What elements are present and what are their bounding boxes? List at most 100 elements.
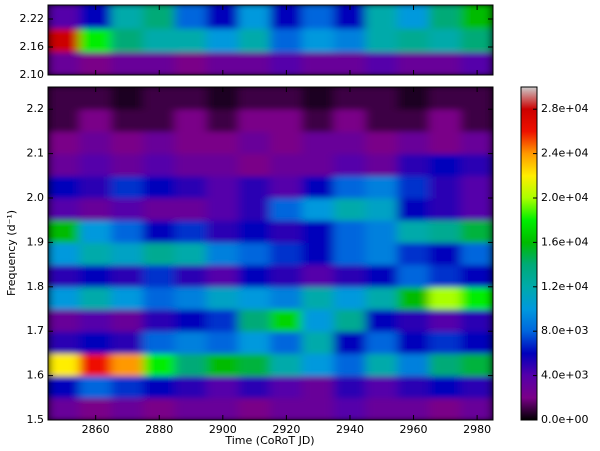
heatmap-cell bbox=[301, 175, 335, 199]
x-tick-label: 2900 bbox=[209, 423, 237, 436]
heatmap-cell bbox=[142, 130, 176, 155]
heatmap-cell bbox=[333, 375, 367, 399]
heatmap-cell bbox=[460, 175, 493, 199]
heatmap-cell bbox=[333, 308, 367, 332]
heatmap-cell bbox=[111, 108, 144, 132]
heatmap-cell bbox=[397, 397, 430, 420]
heatmap-cell bbox=[238, 219, 271, 243]
heatmap-cell bbox=[79, 286, 113, 310]
heatmap-cell bbox=[48, 5, 81, 29]
heatmap-cell bbox=[397, 308, 430, 332]
y-axis-label: Frequency (d⁻¹) bbox=[5, 210, 18, 296]
heatmap-cell bbox=[79, 197, 113, 221]
heatmap-cell bbox=[365, 153, 399, 177]
heatmap-cell bbox=[365, 397, 399, 420]
heatmap-cell bbox=[460, 87, 493, 110]
heatmap-cell bbox=[142, 87, 176, 110]
heatmap-cell bbox=[174, 219, 208, 243]
heatmap-cell bbox=[301, 27, 335, 53]
heatmap bbox=[48, 5, 493, 75]
heatmap-cell bbox=[333, 197, 367, 221]
heatmap-cell bbox=[301, 264, 335, 288]
heatmap-cell bbox=[460, 352, 493, 377]
heatmap-cell bbox=[48, 153, 81, 177]
colorbar-frame bbox=[520, 86, 538, 421]
heatmap-cell bbox=[142, 51, 176, 75]
heatmap-cell bbox=[270, 153, 303, 177]
heatmap-cell bbox=[333, 175, 367, 199]
heatmap-cell bbox=[333, 330, 367, 354]
heatmap-cell bbox=[111, 27, 144, 53]
heatmap-cell bbox=[206, 264, 240, 288]
heatmap-cell bbox=[79, 397, 113, 420]
heatmap-cell bbox=[111, 264, 144, 288]
heatmap-cell bbox=[79, 219, 113, 243]
heatmap-cell bbox=[238, 130, 271, 155]
heatmap-cell bbox=[79, 308, 113, 332]
heatmap-cell bbox=[270, 330, 303, 354]
heatmap-cell bbox=[111, 241, 144, 266]
heatmap-cell bbox=[238, 108, 271, 132]
heatmap-cell bbox=[174, 153, 208, 177]
heatmap-cell bbox=[238, 330, 271, 354]
heatmap-cell bbox=[428, 264, 462, 288]
heatmap-cell bbox=[206, 175, 240, 199]
heatmap-cell bbox=[428, 108, 462, 132]
heatmap-cell bbox=[111, 397, 144, 420]
heatmap-cell bbox=[174, 87, 208, 110]
heatmap-cell bbox=[428, 27, 462, 53]
heatmap-cell bbox=[79, 108, 113, 132]
heatmap-cell bbox=[397, 5, 430, 29]
heatmap-cell bbox=[238, 264, 271, 288]
heatmap-cell bbox=[333, 27, 367, 53]
heatmap-cell bbox=[270, 397, 303, 420]
heatmap-cell bbox=[142, 352, 176, 377]
heatmap-cell bbox=[270, 27, 303, 53]
y-tick-label: 1.8 bbox=[27, 280, 45, 293]
heatmap-cell bbox=[111, 197, 144, 221]
heatmap-cell bbox=[142, 153, 176, 177]
heatmap-cell bbox=[111, 5, 144, 29]
heatmap-cell bbox=[206, 397, 240, 420]
heatmap-cell bbox=[48, 352, 81, 377]
heatmap-cell bbox=[460, 330, 493, 354]
heatmap-cell bbox=[397, 286, 430, 310]
heatmap-cell bbox=[48, 264, 81, 288]
heatmap-cell bbox=[460, 397, 493, 420]
colorbar-tick-label: 1.6e+04 bbox=[541, 235, 588, 248]
colorbar-tick-label: 2.0e+04 bbox=[541, 191, 588, 204]
heatmap-cell bbox=[206, 51, 240, 75]
heatmap-cell bbox=[238, 397, 271, 420]
heatmap-cell bbox=[301, 308, 335, 332]
heatmap-cell bbox=[111, 130, 144, 155]
heatmap-cell bbox=[206, 108, 240, 132]
heatmap-cell bbox=[397, 375, 430, 399]
heatmap-cell bbox=[174, 352, 208, 377]
heatmap-cell bbox=[333, 5, 367, 29]
heatmap-cell bbox=[238, 153, 271, 177]
heatmap-cell bbox=[397, 27, 430, 53]
heatmap-cell bbox=[270, 352, 303, 377]
heatmap-cell bbox=[238, 87, 271, 110]
heatmap-cell bbox=[79, 130, 113, 155]
heatmap-cell bbox=[365, 27, 399, 53]
heatmap-cell bbox=[174, 241, 208, 266]
heatmap-cell bbox=[238, 375, 271, 399]
heatmap-cell bbox=[79, 5, 113, 29]
heatmap-cell bbox=[270, 197, 303, 221]
heatmap-cell bbox=[174, 264, 208, 288]
heatmap-cell bbox=[397, 130, 430, 155]
heatmap-cell bbox=[206, 308, 240, 332]
heatmap-cell bbox=[460, 5, 493, 29]
heatmap-cell bbox=[142, 264, 176, 288]
heatmap-cell bbox=[365, 108, 399, 132]
heatmap-cell bbox=[111, 330, 144, 354]
heatmap-cell bbox=[301, 219, 335, 243]
heatmap-cell bbox=[333, 153, 367, 177]
heatmap-cell bbox=[428, 51, 462, 75]
heatmap-cell bbox=[365, 375, 399, 399]
heatmap-cell bbox=[460, 27, 493, 53]
x-tick-label: 2960 bbox=[400, 423, 428, 436]
heatmap-cell bbox=[365, 51, 399, 75]
heatmap-cell bbox=[270, 87, 303, 110]
